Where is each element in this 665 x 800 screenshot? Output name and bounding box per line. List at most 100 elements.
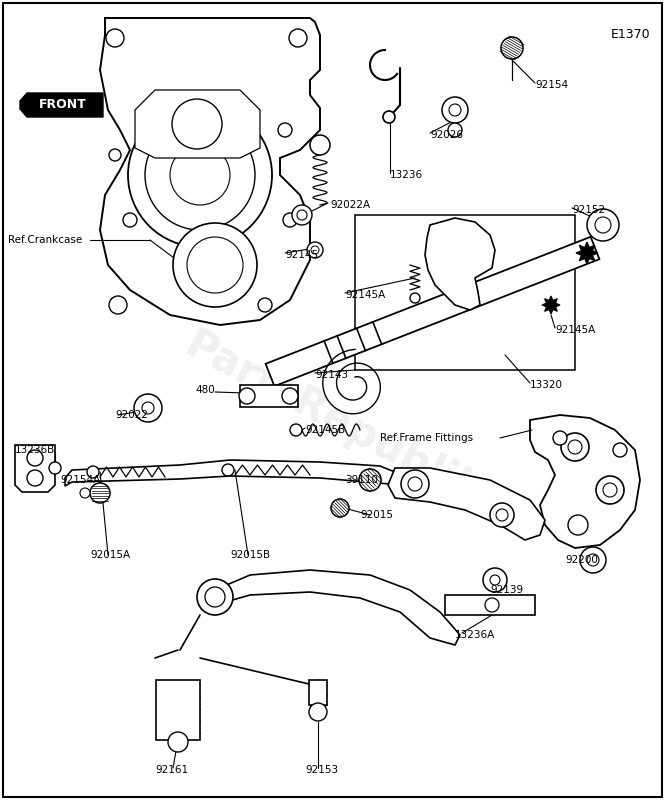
Circle shape xyxy=(278,123,292,137)
Circle shape xyxy=(27,470,43,486)
Circle shape xyxy=(170,145,230,205)
Polygon shape xyxy=(65,460,395,486)
Circle shape xyxy=(408,477,422,491)
Circle shape xyxy=(49,462,61,474)
Polygon shape xyxy=(530,415,640,548)
Circle shape xyxy=(568,440,582,454)
Text: 92015: 92015 xyxy=(360,510,393,520)
Circle shape xyxy=(307,242,323,258)
Text: E1370: E1370 xyxy=(610,28,650,41)
Circle shape xyxy=(442,264,454,276)
Text: 480: 480 xyxy=(195,385,215,395)
Bar xyxy=(309,680,327,705)
Text: 92154: 92154 xyxy=(535,80,568,90)
Polygon shape xyxy=(15,445,55,492)
Circle shape xyxy=(239,388,255,404)
Polygon shape xyxy=(265,237,599,386)
Circle shape xyxy=(449,104,461,116)
Circle shape xyxy=(283,213,297,227)
Polygon shape xyxy=(576,242,598,264)
Text: 92145B: 92145B xyxy=(305,425,345,435)
Circle shape xyxy=(289,29,307,47)
Text: 92145A: 92145A xyxy=(555,325,595,335)
Polygon shape xyxy=(425,218,495,310)
Text: 92145A: 92145A xyxy=(345,290,385,300)
Circle shape xyxy=(596,476,624,504)
Bar xyxy=(156,680,200,740)
Text: 92143: 92143 xyxy=(315,370,348,380)
Text: 92154A: 92154A xyxy=(60,475,100,485)
Circle shape xyxy=(109,296,127,314)
Polygon shape xyxy=(542,296,560,314)
Text: PartsRepublik: PartsRepublik xyxy=(177,324,487,516)
Text: Ref.Frame Fittings: Ref.Frame Fittings xyxy=(380,433,473,443)
Circle shape xyxy=(197,579,233,615)
Circle shape xyxy=(290,424,302,436)
Circle shape xyxy=(309,703,327,721)
Circle shape xyxy=(128,103,272,247)
Circle shape xyxy=(27,450,43,466)
Circle shape xyxy=(331,499,349,517)
Text: 92145: 92145 xyxy=(285,250,318,260)
Text: 13320: 13320 xyxy=(530,380,563,390)
Circle shape xyxy=(359,469,381,491)
Polygon shape xyxy=(388,468,545,540)
Circle shape xyxy=(553,431,567,445)
Bar xyxy=(240,385,298,407)
Circle shape xyxy=(440,244,456,260)
Circle shape xyxy=(613,443,627,457)
Circle shape xyxy=(568,515,588,535)
Circle shape xyxy=(87,466,99,478)
Text: 92022A: 92022A xyxy=(330,200,370,210)
Circle shape xyxy=(282,388,298,404)
Circle shape xyxy=(490,503,514,527)
Polygon shape xyxy=(100,18,320,325)
Text: 13236A: 13236A xyxy=(455,630,495,640)
Circle shape xyxy=(496,509,508,521)
Text: 92200: 92200 xyxy=(565,555,598,565)
Text: 92015A: 92015A xyxy=(90,550,130,560)
Circle shape xyxy=(410,293,420,303)
Text: 92152: 92152 xyxy=(572,205,605,215)
Circle shape xyxy=(401,470,429,498)
Circle shape xyxy=(490,575,500,585)
Circle shape xyxy=(90,483,110,503)
Text: 39110: 39110 xyxy=(345,475,378,485)
Circle shape xyxy=(109,149,121,161)
Circle shape xyxy=(561,433,589,461)
Circle shape xyxy=(297,210,307,220)
Circle shape xyxy=(501,37,523,59)
Circle shape xyxy=(134,394,162,422)
Circle shape xyxy=(187,237,243,293)
Text: 92015B: 92015B xyxy=(230,550,270,560)
Circle shape xyxy=(292,205,312,225)
Circle shape xyxy=(172,99,222,149)
Circle shape xyxy=(123,213,137,227)
Circle shape xyxy=(310,135,330,155)
Circle shape xyxy=(587,209,619,241)
Circle shape xyxy=(580,547,606,573)
Circle shape xyxy=(205,587,225,607)
Circle shape xyxy=(442,97,468,123)
Circle shape xyxy=(145,120,255,230)
Text: 13236B: 13236B xyxy=(15,445,55,455)
Text: Ref.Crankcase: Ref.Crankcase xyxy=(8,235,82,245)
Circle shape xyxy=(142,402,154,414)
Text: 13236: 13236 xyxy=(390,170,423,180)
Text: 92153: 92153 xyxy=(305,765,338,775)
Polygon shape xyxy=(20,93,103,117)
Circle shape xyxy=(603,483,617,497)
Circle shape xyxy=(173,223,257,307)
Circle shape xyxy=(106,29,124,47)
Text: 92022: 92022 xyxy=(115,410,148,420)
Circle shape xyxy=(383,111,395,123)
Circle shape xyxy=(168,732,188,752)
Circle shape xyxy=(483,568,507,592)
Circle shape xyxy=(222,464,234,476)
Circle shape xyxy=(311,246,319,254)
Text: FRONT: FRONT xyxy=(39,98,87,111)
Text: 92161: 92161 xyxy=(155,765,188,775)
Bar xyxy=(445,595,535,615)
Circle shape xyxy=(587,554,599,566)
Text: 92139: 92139 xyxy=(490,585,523,595)
